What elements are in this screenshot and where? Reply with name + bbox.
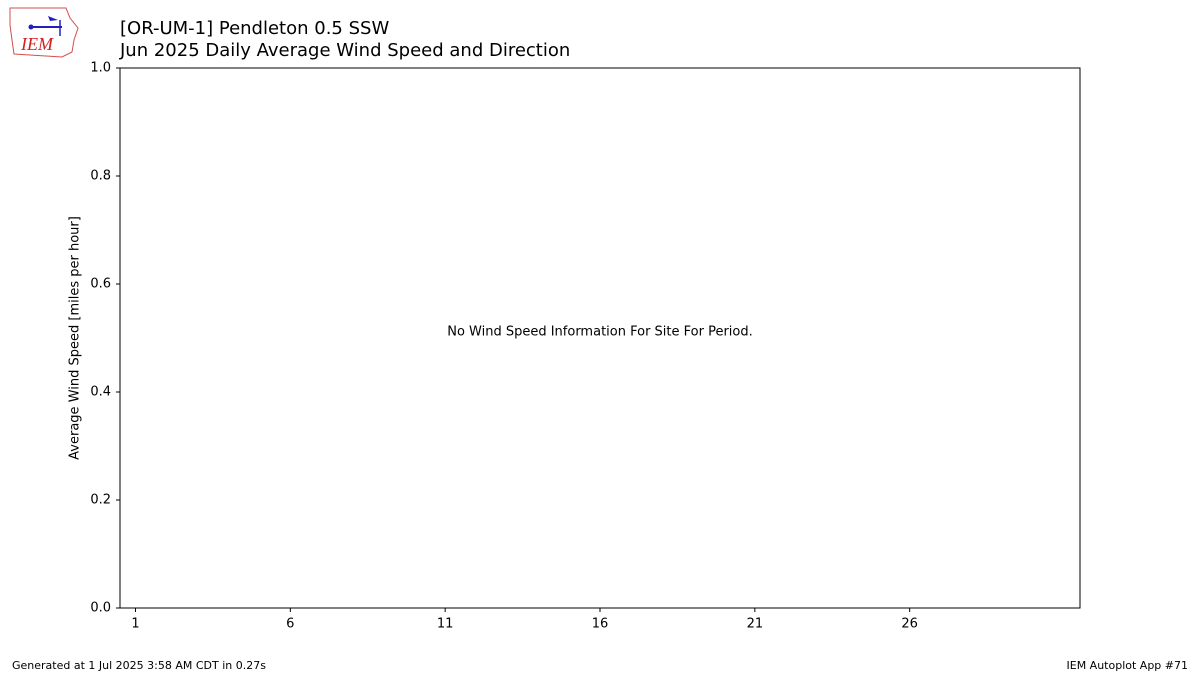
y-axis-label: Average Wind Speed [miles per hour] bbox=[68, 216, 83, 460]
y-tick-label: 1.0 bbox=[90, 61, 111, 76]
logo-vane bbox=[48, 16, 58, 21]
x-tick-label: 16 bbox=[592, 617, 609, 632]
x-tick-label: 21 bbox=[747, 617, 764, 632]
logo: IEM bbox=[9, 7, 79, 58]
y-tick-label: 0.8 bbox=[90, 169, 111, 184]
logo-text: IEM bbox=[20, 34, 54, 54]
x-tick-label: 11 bbox=[437, 617, 454, 632]
logo-dot bbox=[28, 24, 34, 30]
x-tick-label: 6 bbox=[286, 617, 294, 632]
y-tick-label: 0.4 bbox=[90, 385, 111, 400]
annotation: No Wind Speed Information For Site For P… bbox=[447, 325, 753, 340]
y-tick-label: 0.6 bbox=[90, 277, 111, 292]
footer-left: Generated at 1 Jul 2025 3:58 AM CDT in 0… bbox=[12, 659, 266, 672]
y-tick-label: 0.2 bbox=[90, 493, 111, 508]
chart-title: [OR-UM-1] Pendleton 0.5 SSW bbox=[120, 18, 389, 39]
footer-right: IEM Autoplot App #71 bbox=[1067, 659, 1189, 672]
x-tick-label: 26 bbox=[901, 617, 918, 632]
logo-outline bbox=[9, 7, 79, 58]
y-tick-label: 0.0 bbox=[90, 601, 111, 616]
x-tick-label: 1 bbox=[131, 617, 139, 632]
chart-subtitle: Jun 2025 Daily Average Wind Speed and Di… bbox=[119, 40, 570, 61]
